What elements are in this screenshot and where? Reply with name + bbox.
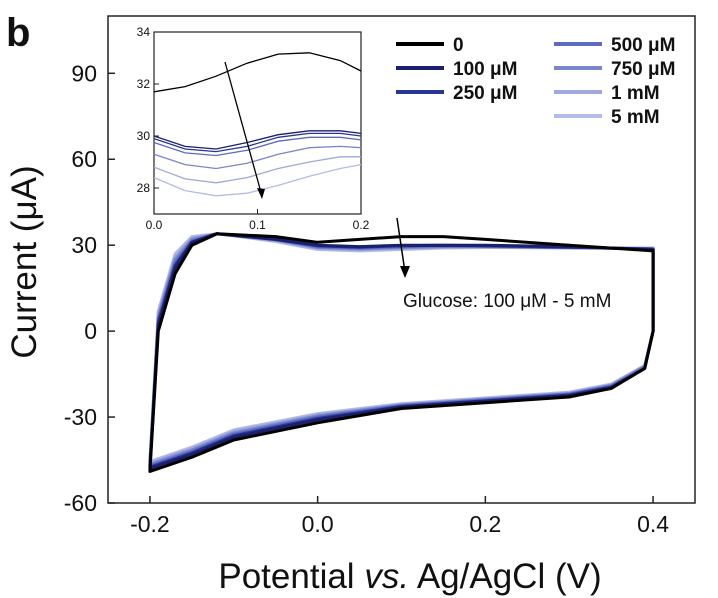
inset-y-tick-label: 32 — [137, 77, 151, 91]
inset-axis-ticks: 0.0 0.1 0.2 28 30 32 34 — [137, 25, 370, 232]
annotation-arrowhead — [400, 266, 410, 278]
inset-series-line-500-um — [153, 136, 362, 157]
inset-series-line-250-um — [153, 132, 362, 153]
glucose-annotation: Glucose: 100 μM - 5 mM — [403, 291, 611, 312]
inset-x-tick-label: 0.2 — [353, 218, 370, 232]
y-tick-label: -60 — [64, 490, 97, 516]
x-tick-label: -0.2 — [130, 511, 170, 537]
y-axis-label: Current (μA) — [5, 165, 44, 358]
inset-trend-arrow-line — [224, 61, 263, 197]
inset-y-tick-label: 30 — [137, 129, 151, 143]
legend-label-750-um: 750 μM — [611, 59, 675, 80]
x-axis-label-pre: Potential — [218, 557, 364, 596]
legend-label-500-um: 500 μM — [611, 35, 675, 56]
inset-series-line-1-mm — [153, 156, 361, 184]
x-axis-label: Potential vs. Ag/AgCl (V) — [218, 557, 601, 596]
inset-x-tick-label: 0.1 — [249, 218, 266, 232]
legend-label-250-um: 250 μM — [453, 83, 517, 104]
svg-text:Potential vs. Ag/AgCl (V): Potential vs. Ag/AgCl (V) — [218, 557, 601, 596]
y-tick-label: 0 — [84, 318, 97, 344]
x-tick-label: 0.4 — [637, 511, 669, 537]
x-axis-label-italic: vs. — [364, 557, 409, 596]
inset-series-line-100-um — [153, 130, 362, 150]
panel-label: b — [6, 11, 30, 55]
y-tick-label: 60 — [71, 146, 97, 172]
x-tick-label: 0.0 — [302, 511, 334, 537]
y-tick-label: -30 — [64, 404, 97, 430]
legend-label-1-mm: 1 mM — [611, 83, 660, 104]
y-tick-label: 30 — [71, 232, 97, 258]
main-axis-ticks: -0.2 0.0 0.2 0.4 -60 -30 0 30 60 90 — [64, 60, 670, 537]
inset-trend-arrowhead — [257, 188, 265, 199]
inset-y-tick-label: 34 — [137, 25, 151, 39]
main-plot-frame — [107, 15, 696, 504]
inset-y-tick-label: 28 — [137, 181, 151, 195]
inset-series-line-0 — [153, 52, 362, 93]
x-tick-label: 0.2 — [469, 511, 501, 537]
inset-series-line-750-um — [153, 145, 362, 170]
legend: 0 100 μM 250 μM 500 μM 750 μM 1 mM 5 mM — [396, 35, 675, 128]
inset-plot-frame — [153, 31, 362, 215]
inset-x-tick-label: 0.0 — [146, 218, 163, 232]
annotation-arrow-line — [396, 217, 406, 273]
series-line-0 — [148, 232, 655, 473]
main-series-group — [148, 232, 655, 473]
legend-label-5-mm: 5 mM — [611, 107, 660, 128]
y-tick-label: 90 — [71, 60, 97, 86]
legend-label-0: 0 — [453, 35, 464, 56]
x-axis-label-post: Ag/AgCl (V) — [409, 557, 602, 596]
legend-label-100-um: 100 μM — [453, 59, 517, 80]
